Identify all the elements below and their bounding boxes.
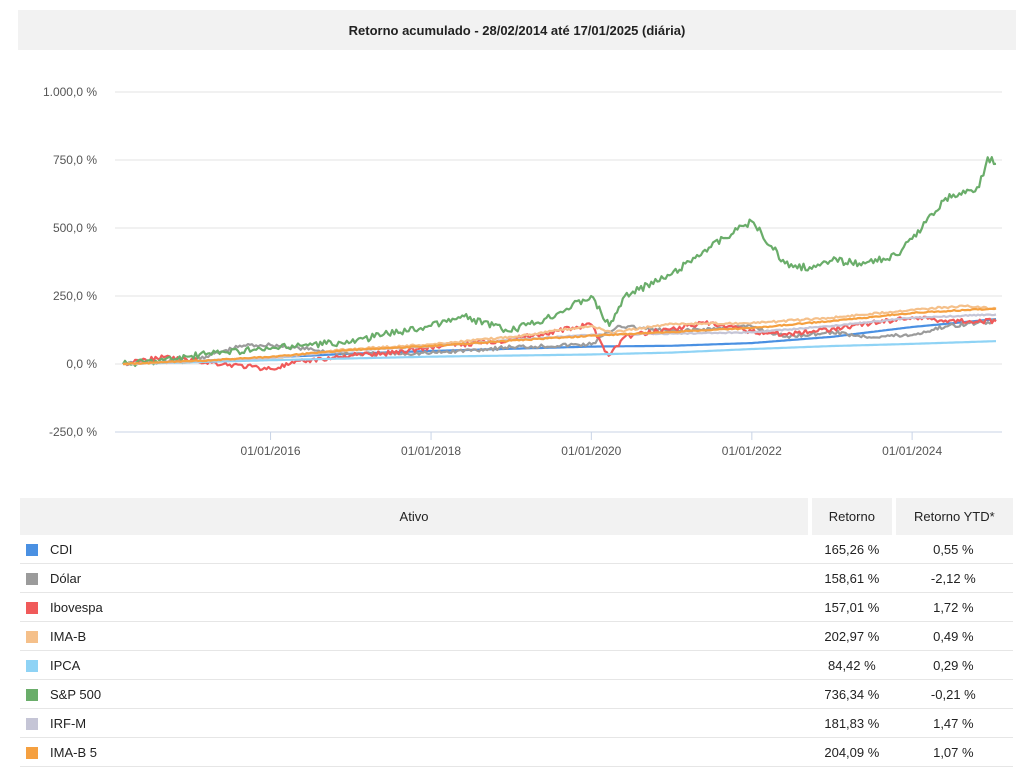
asset-cell: Ibovespa [20, 592, 810, 622]
return-cell: 204,09 % [810, 737, 894, 767]
asset-name: IMA-B [50, 629, 87, 645]
series-line-s-p-500[interactable] [122, 156, 997, 367]
line-chart: -250,0 % 0,0 % 250,0 % 500,0 % 750,0 % 1.000,… [43, 85, 1002, 458]
x-tick-label: 01/01/2024 [882, 444, 942, 458]
x-tick-label: 01/01/2022 [722, 444, 782, 458]
series-line-d-lar[interactable] [122, 318, 997, 367]
color-swatch [26, 717, 38, 730]
header-return[interactable]: Retorno [810, 498, 896, 535]
color-swatch [26, 630, 38, 643]
y-tick-label: 1.000,0 % [43, 85, 97, 99]
return-cell: 736,34 % [810, 679, 894, 709]
return-cell: 158,61 % [810, 563, 894, 593]
color-swatch [26, 746, 38, 759]
asset-name: Ibovespa [50, 600, 103, 616]
asset-name: Dólar [50, 571, 82, 587]
asset-name: IMA-B 5 [50, 745, 97, 761]
asset-cell: IMA-B [20, 621, 810, 651]
x-tick-label: 01/01/2020 [561, 444, 621, 458]
x-axis-ticks: 01/01/2016 01/01/2018 01/01/2020 01/01/2022… [241, 432, 942, 458]
y-tick-label: 0,0 % [66, 357, 97, 371]
grid-lines [115, 91, 1002, 433]
assets-table: Ativo Retorno Retorno YTD* CDI 165,26 % 0,… [20, 498, 1013, 767]
header-ytd[interactable]: Retorno YTD* [893, 498, 1013, 535]
table-row[interactable]: IRF-M 181,83 % 1,47 % [20, 708, 1013, 738]
series-lines [122, 156, 997, 372]
asset-name: S&P 500 [50, 687, 102, 703]
y-tick-label: 750,0 % [53, 153, 97, 167]
asset-cell: CDI [20, 535, 810, 564]
x-tick-label: 01/01/2018 [401, 444, 461, 458]
asset-cell: Dólar [20, 563, 810, 593]
series-line-ibovespa[interactable] [122, 315, 997, 372]
table-row[interactable]: IPCA 84,42 % 0,29 % [20, 650, 1013, 680]
x-tick-label: 01/01/2016 [241, 444, 301, 458]
y-tick-label: 500,0 % [53, 221, 97, 235]
table-row[interactable]: S&P 500 736,34 % -0,21 % [20, 679, 1013, 709]
header-asset[interactable]: Ativo [20, 498, 812, 535]
ytd-cell: -2,12 % [893, 563, 1013, 593]
asset-name: CDI [50, 542, 73, 558]
color-swatch [26, 601, 38, 614]
assets-table-body: CDI 165,26 % 0,55 % Dólar 158,61 % -2,12 % Ibo… [20, 535, 1013, 767]
color-swatch [26, 659, 38, 672]
return-cell: 84,42 % [810, 650, 894, 680]
table-row[interactable]: CDI 165,26 % 0,55 % [20, 535, 1013, 564]
y-tick-label: 250,0 % [53, 289, 97, 303]
ytd-cell: 1,07 % [893, 737, 1013, 767]
ytd-cell: 0,55 % [893, 535, 1013, 564]
table-row[interactable]: IMA-B 5 204,09 % 1,07 % [20, 737, 1013, 767]
return-cell: 181,83 % [810, 708, 894, 738]
return-cell: 202,97 % [810, 621, 894, 651]
table-row[interactable]: Ibovespa 157,01 % 1,72 % [20, 592, 1013, 622]
table-row[interactable]: Dólar 158,61 % -2,12 % [20, 563, 1013, 593]
chart-title: Retorno acumulado - 28/02/2014 até 17/01… [18, 10, 1016, 50]
ytd-cell: 0,29 % [893, 650, 1013, 680]
color-swatch [26, 688, 38, 701]
asset-cell: IMA-B 5 [20, 737, 810, 767]
series-line-ipca[interactable] [122, 340, 996, 366]
asset-name: IRF-M [50, 716, 87, 732]
color-swatch [26, 543, 38, 556]
asset-cell: IRF-M [20, 708, 810, 738]
table-row[interactable]: IMA-B 202,97 % 0,49 % [20, 621, 1013, 651]
return-cell: 165,26 % [810, 535, 894, 564]
asset-cell: IPCA [20, 650, 810, 680]
ytd-cell: 1,72 % [893, 592, 1013, 622]
return-cell: 157,01 % [810, 592, 894, 622]
series-line-ima-b-5[interactable] [123, 307, 997, 366]
asset-name: IPCA [50, 658, 81, 674]
y-tick-label: -250,0 % [49, 425, 97, 439]
ytd-cell: 0,49 % [893, 621, 1013, 651]
color-swatch [26, 572, 38, 585]
ytd-cell: -0,21 % [893, 679, 1013, 709]
y-axis-ticks: -250,0 % 0,0 % 250,0 % 500,0 % 750,0 % 1.000,… [43, 85, 97, 439]
ytd-cell: 1,47 % [893, 708, 1013, 738]
asset-cell: S&P 500 [20, 679, 810, 709]
